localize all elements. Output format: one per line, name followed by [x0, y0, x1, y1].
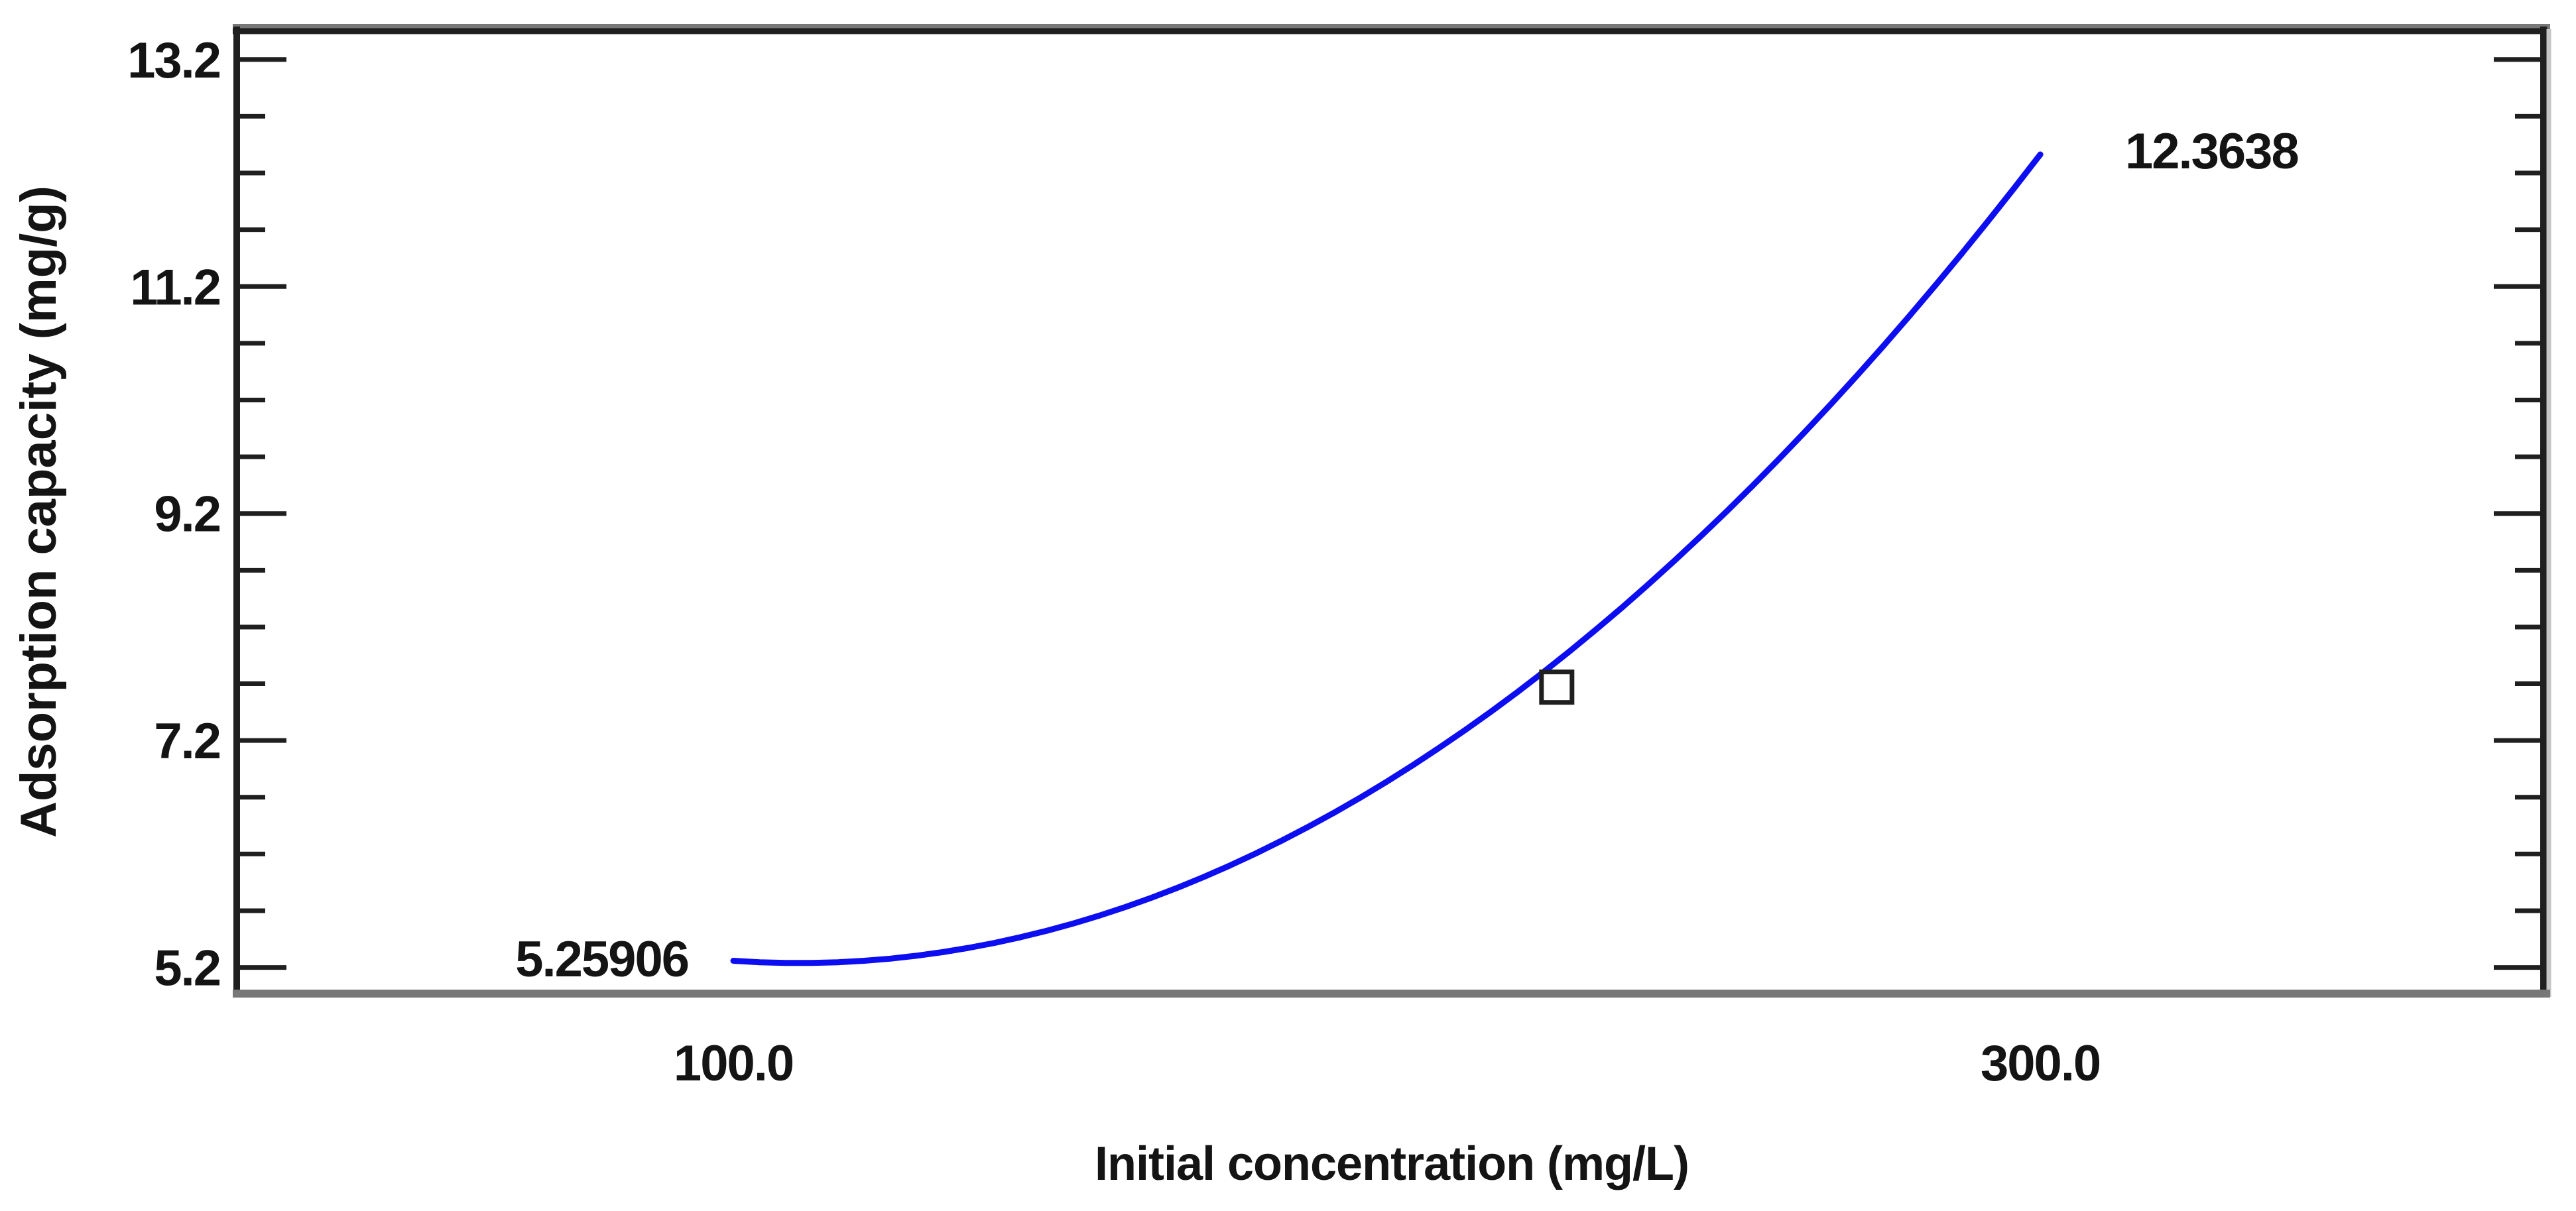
y-axis-tick-labels: 13.2 11.2 9.2 7.2 5.2	[127, 32, 221, 997]
x-tick-label: 300.0	[1981, 1035, 2100, 1092]
x-tick-label: 100.0	[674, 1035, 793, 1092]
x-axis-tick-labels: 100.0 300.0	[674, 1035, 2101, 1092]
curve-start-value-label: 5.25906	[515, 931, 688, 988]
plot-frame	[233, 24, 2551, 998]
y-tick-label: 9.2	[154, 487, 220, 543]
design-point-marker	[1539, 669, 1575, 705]
y-axis-title: Adsorption capacity (mg/g)	[11, 186, 67, 838]
response-curve	[730, 151, 2044, 966]
y-tick-label: 11.2	[130, 259, 220, 316]
y-tick-label: 7.2	[154, 713, 220, 770]
y-tick-label: 5.2	[154, 941, 220, 997]
x-axis-title: Initial concentration (mg/L)	[1095, 1137, 1689, 1190]
y-axis-ticks-right	[2494, 57, 2540, 970]
series-layer	[730, 151, 2044, 966]
y-tick-label: 13.2	[127, 32, 220, 89]
curve-end-value-label: 12.3638	[2125, 123, 2298, 180]
y-axis-ticks-left	[240, 57, 286, 970]
